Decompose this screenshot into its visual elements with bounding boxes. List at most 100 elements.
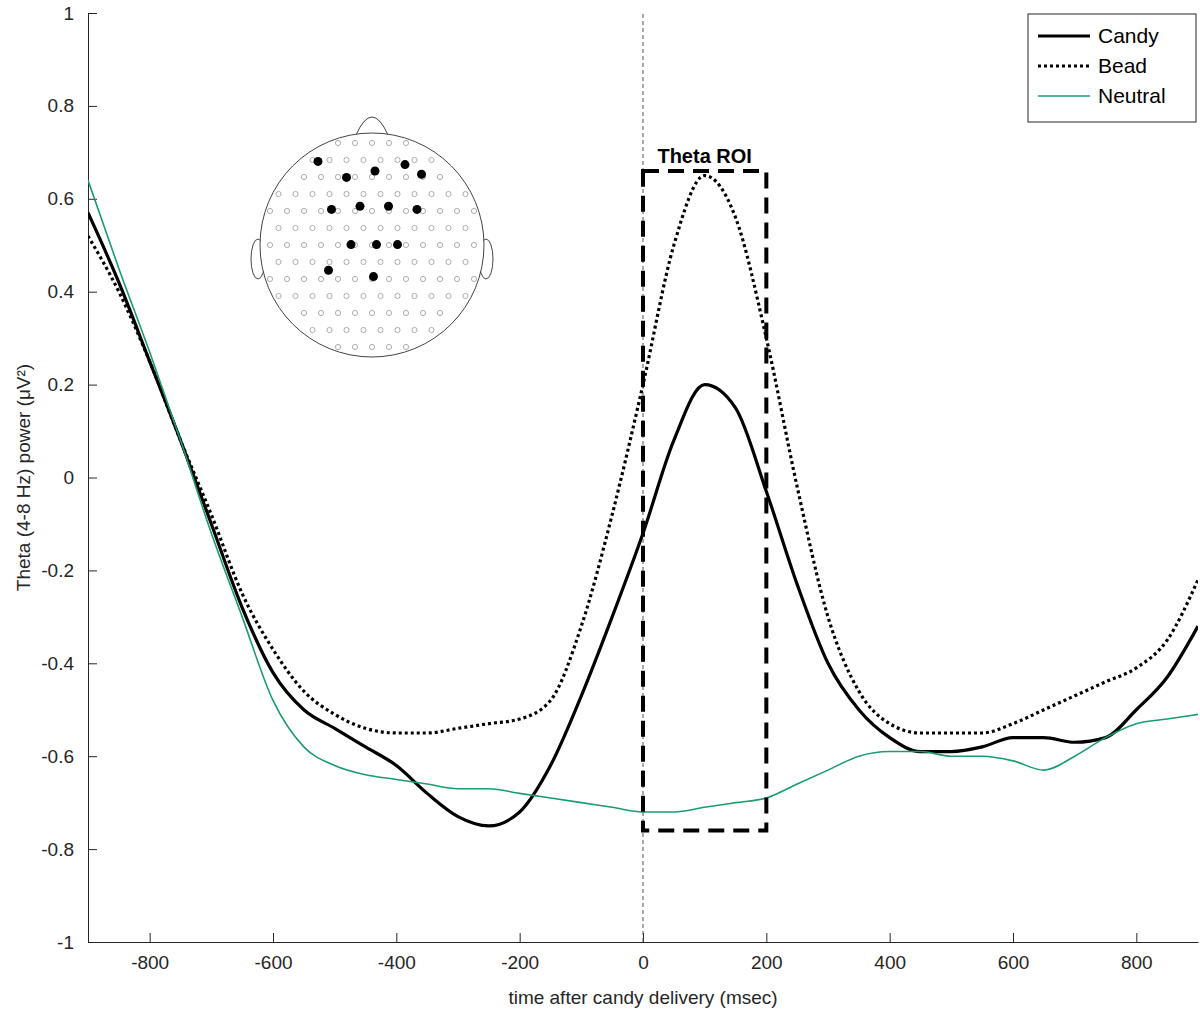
electrode	[395, 259, 400, 264]
electrode	[403, 310, 408, 315]
electrode	[378, 259, 383, 264]
electrode	[335, 242, 340, 247]
y-tick: -0.4	[41, 653, 97, 674]
y-tick: -0.8	[41, 839, 97, 860]
y-tick-mark	[88, 849, 97, 850]
legend-swatch	[1038, 34, 1090, 37]
electrode	[327, 327, 332, 332]
electrode	[437, 208, 442, 213]
electrode	[378, 293, 383, 298]
electrode	[352, 174, 357, 179]
electrode	[284, 242, 289, 247]
electrode	[386, 344, 391, 349]
electrode	[471, 276, 476, 281]
electrode	[276, 191, 281, 196]
electrode	[344, 327, 349, 332]
electrode	[386, 140, 391, 145]
y-tick: 0	[63, 467, 97, 488]
electrode	[327, 225, 332, 230]
x-tick-label: 0	[638, 952, 649, 973]
x-tick: 800	[1121, 933, 1153, 973]
electrode	[335, 276, 340, 281]
active-electrode	[314, 157, 323, 166]
y-tick-label: 0.2	[48, 374, 74, 395]
y-tick-mark	[88, 478, 97, 479]
electrode	[437, 310, 442, 315]
electrode	[454, 276, 459, 281]
electrode	[403, 174, 408, 179]
electrode	[293, 293, 298, 298]
electrode	[378, 191, 383, 196]
electrode	[361, 157, 366, 162]
electrode	[344, 293, 349, 298]
active-electrode	[324, 266, 333, 275]
electrode	[429, 259, 434, 264]
electrode	[437, 242, 442, 247]
electrode	[463, 293, 468, 298]
electrode	[429, 327, 434, 332]
electrode	[369, 344, 374, 349]
electrode	[386, 310, 391, 315]
y-tick: -1	[57, 932, 97, 953]
active-electrode	[401, 160, 410, 169]
electrode	[293, 259, 298, 264]
electrode	[352, 344, 357, 349]
electrode	[310, 225, 315, 230]
y-tick-label: 0.8	[48, 95, 74, 116]
electrode	[361, 191, 366, 196]
electrode	[318, 242, 323, 247]
electrode	[412, 225, 417, 230]
x-tick-mark	[396, 933, 397, 942]
active-electrode	[347, 240, 356, 249]
electrode	[293, 225, 298, 230]
x-tick: -400	[378, 933, 416, 973]
electrode	[378, 157, 383, 162]
electrode	[276, 293, 281, 298]
legend: CandyBeadNeutral	[1028, 14, 1196, 122]
electrode	[361, 327, 366, 332]
electrode	[403, 140, 408, 145]
active-electrode	[371, 167, 380, 176]
y-tick-label: 1	[63, 3, 74, 24]
electrode	[344, 191, 349, 196]
electrode	[369, 208, 374, 213]
x-tick-label: -200	[501, 952, 539, 973]
active-electrode	[369, 272, 378, 281]
x-tick-label: 200	[751, 952, 783, 973]
y-tick: 1	[63, 3, 97, 24]
active-electrode	[417, 170, 426, 179]
y-tick-mark	[88, 756, 97, 757]
x-tick-label: 400	[874, 952, 906, 973]
electrode	[327, 191, 332, 196]
y-axis-title: Theta (4-8 Hz) power (μV²)	[13, 364, 34, 591]
electrode	[335, 344, 340, 349]
y-tick-mark	[88, 942, 97, 943]
y-tick: 0.4	[48, 281, 97, 302]
head-outline	[260, 133, 484, 357]
electrode	[335, 140, 340, 145]
legend-swatch	[1038, 95, 1090, 97]
y-tick-mark	[88, 570, 97, 571]
electrode	[412, 293, 417, 298]
electrode	[429, 191, 434, 196]
electrode	[420, 242, 425, 247]
electrode	[403, 242, 408, 247]
electrode	[412, 191, 417, 196]
electrode	[412, 327, 417, 332]
x-tick-mark	[1013, 933, 1014, 942]
electrode	[369, 140, 374, 145]
electrode	[301, 174, 306, 179]
electrode	[446, 293, 451, 298]
x-axis-line	[89, 942, 1199, 943]
y-tick-mark	[88, 663, 97, 664]
electrode	[361, 259, 366, 264]
electrode	[463, 259, 468, 264]
electrode	[361, 293, 366, 298]
electrode	[412, 157, 417, 162]
electrode	[352, 276, 357, 281]
electrode	[301, 208, 306, 213]
x-tick: 200	[751, 933, 783, 973]
x-tick-mark	[520, 933, 521, 942]
electrode	[471, 208, 476, 213]
x-tick: -200	[501, 933, 539, 973]
